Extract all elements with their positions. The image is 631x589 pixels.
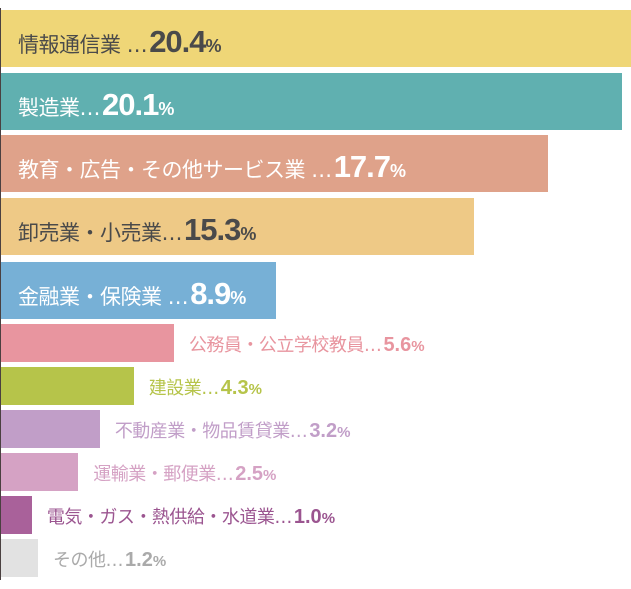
percent-sign: % [321,510,336,527]
category-label: 製造業… [18,96,101,120]
category-label: その他… [53,550,124,571]
bar-label: 情報通信業 … 20.4% [18,24,222,60]
bar [1,324,174,362]
bar-label: 製造業… 20.1% [18,87,174,123]
value-label: 17.7 [333,149,391,184]
value-label: 8.9 [190,276,231,311]
category-label: 建設業… [148,378,220,399]
percent-sign: % [240,224,257,244]
bar [1,10,631,67]
value-label: 3.2 [309,420,338,442]
percent-sign: % [263,467,277,484]
bar-label: 電気・ガス・熱供給・水道業… 1.0% [47,503,335,529]
category-label: 卸売業・小売業… [18,221,183,245]
percent-sign: % [230,288,247,308]
category-label: 教育・広告・その他サービス業 … [18,158,332,182]
category-label: 金融業・保険業 … [18,285,189,309]
bar-row: 電気・ガス・熱供給・水道業… 1.0% [0,496,631,534]
bar [1,135,548,192]
bar-row: 金融業・保険業 … 8.9% [0,262,631,319]
y-axis-line [0,8,1,580]
bar-row: 運輸業・郵便業… 2.5% [0,453,631,491]
percent-sign: % [158,99,175,119]
bar-label: 公務員・公立学校教員… 5.6% [189,331,425,357]
bar-row: その他… 1.2% [0,539,631,577]
value-label: 2.5 [235,463,264,485]
bar [1,539,39,577]
value-label: 15.3 [184,212,241,247]
bar-row: 卸売業・小売業… 15.3% [0,198,631,255]
bar-row: 情報通信業 … 20.4% [0,10,631,67]
bar [1,198,474,255]
bar-row: 公務員・公立学校教員… 5.6% [0,324,631,362]
percent-sign: % [248,381,262,398]
category-label: 公務員・公立学校教員… [188,335,382,356]
bar-label: 教育・広告・その他サービス業 … 17.7% [18,149,406,185]
bar [1,367,134,405]
bar-row: 不動産業・物品賃貸業… 3.2% [0,410,631,448]
bar [1,410,100,448]
bar [1,73,622,130]
value-label: 5.6 [383,334,412,356]
bar-row: 教育・広告・その他サービス業 … 17.7% [0,135,631,192]
bar-label: 運輸業・郵便業… 2.5% [93,460,276,486]
bar [1,262,276,319]
bar [1,453,79,491]
category-label: 運輸業・郵便業… [93,464,234,485]
bar [1,496,32,534]
percent-sign: % [205,36,222,56]
value-label: 4.3 [220,377,249,399]
bar-label: 卸売業・小売業… 15.3% [18,212,256,248]
percent-sign: % [390,161,407,181]
value-label: 20.4 [149,24,206,59]
percent-sign: % [411,338,425,355]
percent-sign: % [337,424,351,441]
category-label: 電気・ガス・熱供給・水道業… [46,507,293,528]
bar-label: その他… 1.2% [53,546,166,572]
bar-label: 金融業・保険業 … 8.9% [18,276,246,312]
bar-label: 不動産業・物品賃貸業… 3.2% [115,417,351,443]
value-label: 20.1 [102,87,159,122]
bar-row: 製造業… 20.1% [0,73,631,130]
bar-label: 建設業… 4.3% [149,374,262,400]
bar-row: 建設業… 4.3% [0,367,631,405]
value-label: 1.0 [293,506,322,528]
percent-sign: % [152,553,167,570]
value-label: 1.2 [125,549,153,571]
category-label: 不動産業・物品賃貸業… [114,421,308,442]
category-label: 情報通信業 … [18,33,148,57]
